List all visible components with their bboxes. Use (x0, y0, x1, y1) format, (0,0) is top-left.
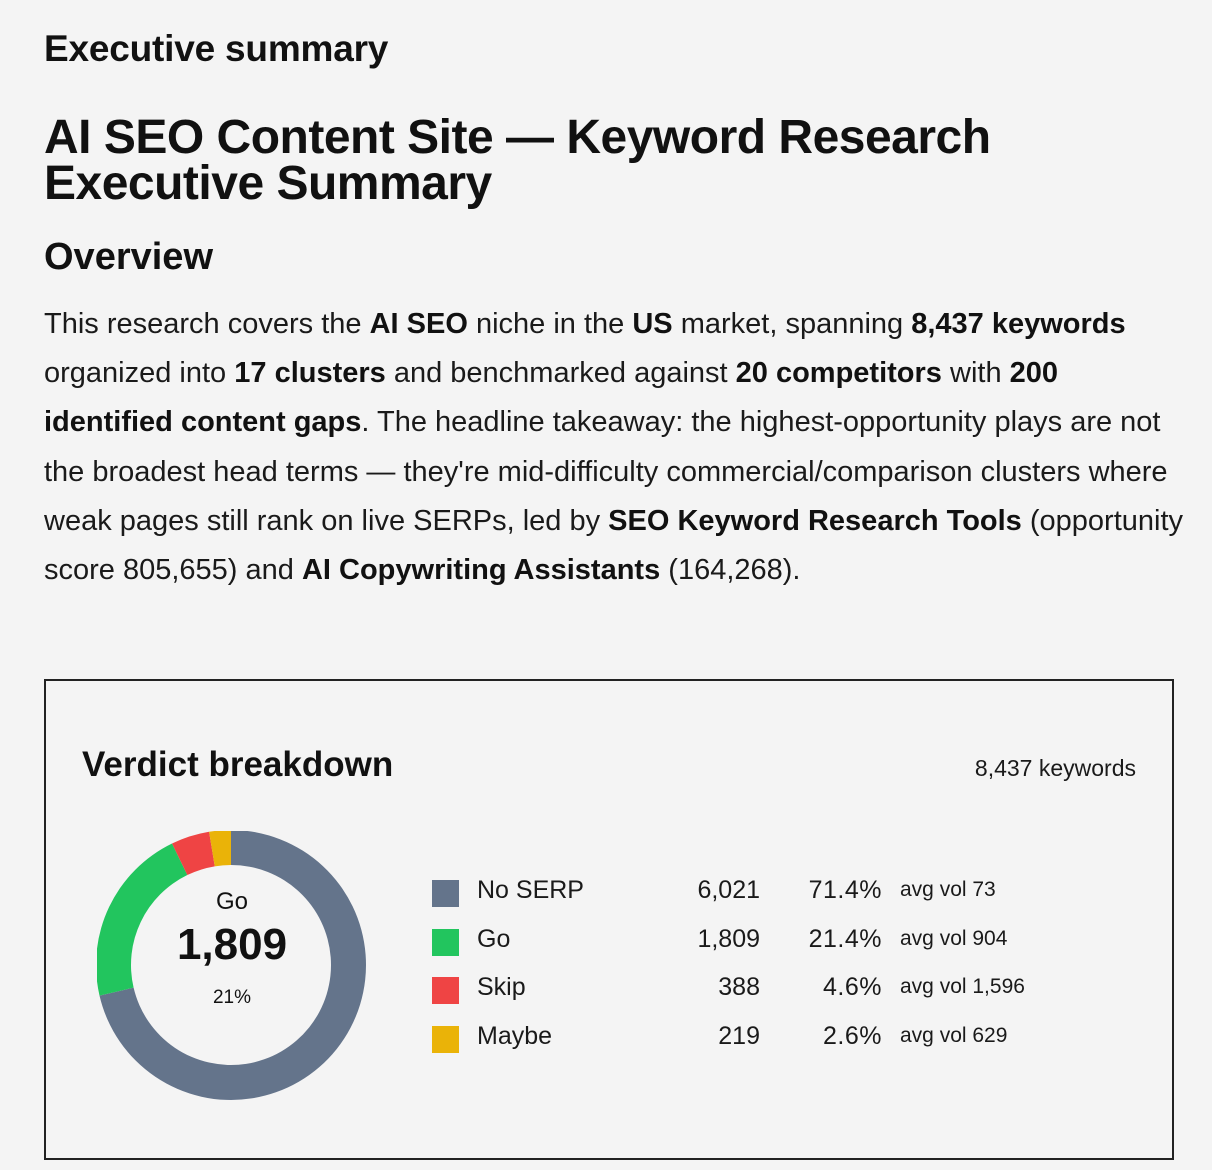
section-label: Executive summary (44, 28, 389, 69)
legend-count: 219 (718, 1021, 760, 1050)
legend-percent: 71.4% (808, 876, 882, 904)
legend-label: Go (477, 924, 511, 953)
card-title: Verdict breakdown (82, 745, 394, 784)
overview-heading: Overview (44, 236, 213, 278)
page-title: AI SEO Content Site — Keyword Research E… (44, 111, 991, 210)
legend-avg-volume: avg vol 629 (900, 1023, 1008, 1047)
overview-text-run: (opportunity score 805,655) and (44, 504, 1184, 587)
legend-avg-volume: avg vol 73 (900, 878, 996, 901)
overview-emphasis: 17 clusters (234, 357, 386, 390)
overview-emphasis: 8,437 keywords (911, 308, 1126, 340)
legend-avg-volume: avg vol 1,596 (900, 975, 1025, 998)
donut-center-label: Go (216, 888, 248, 915)
donut-center-value: 1,809 (177, 920, 287, 969)
overview-text-run: niche in the (467, 308, 633, 340)
legend-label: Maybe (477, 1021, 553, 1050)
keyword-total: 8,437 keywords (974, 755, 1136, 781)
overview-text-run: and benchmarked against (385, 357, 736, 390)
legend-count: 1,809 (697, 924, 760, 953)
legend-percent: 4.6% (823, 973, 882, 1001)
overview-paragraph: This research covers the AI SEO niche in… (44, 300, 1184, 595)
legend-row-maybe: Maybe 219 2.6% avg vol 629 (432, 1020, 1152, 1069)
legend-row-skip: Skip 388 4.6% avg vol 1,596 (432, 971, 1152, 1020)
verdict-breakdown-card: Verdict breakdown 8,437 keywords Go 1,80… (44, 679, 1174, 1160)
legend-label: No SERP (477, 876, 584, 904)
legend-label: Skip (477, 973, 526, 1001)
legend-swatch (432, 928, 459, 956)
overview-text-run: organized into (44, 357, 235, 390)
overview-text-run: . The headline takeaway: the highest-opp… (44, 406, 1168, 537)
donut-center-pct: 21% (213, 987, 251, 1008)
legend-avg-volume: avg vol 904 (900, 926, 1008, 950)
legend-swatch (432, 977, 459, 1004)
verdict-legend: No SERP 6,021 71.4% avg vol 73 Go 1,809 21.4% a… (432, 874, 1152, 1068)
legend-percent: 21.4% (808, 924, 882, 953)
overview-emphasis: 20 competitors (735, 357, 942, 390)
overview-text-run: This research covers the (44, 308, 370, 340)
donut-segment-skip (172, 831, 215, 876)
overview-text-run: market, spanning (672, 308, 912, 340)
legend-row-no-serp: No SERP 6,021 71.4% avg vol 73 (432, 874, 1152, 923)
legend-swatch (432, 880, 459, 907)
overview-text-run: (164,268). (660, 554, 801, 587)
verdict-donut-chart: Go 1,809 21% (97, 831, 366, 1100)
overview-text-run: with (941, 357, 1010, 390)
legend-count: 6,021 (697, 876, 760, 904)
donut-segment-go (97, 843, 188, 996)
overview-emphasis: AI SEO (369, 308, 468, 340)
legend-percent: 2.6% (823, 1021, 882, 1050)
overview-emphasis: 200 identified content gaps (44, 357, 1059, 439)
overview-emphasis: SEO Keyword Research Tools (608, 504, 1022, 537)
legend-row-go: Go 1,809 21.4% avg vol 904 (432, 923, 1152, 972)
overview-emphasis: US (632, 308, 673, 340)
legend-swatch (432, 1025, 459, 1053)
legend-count: 388 (718, 973, 760, 1001)
donut-segment-maybe (209, 831, 231, 867)
overview-emphasis: AI Copywriting Assistants (301, 554, 661, 587)
